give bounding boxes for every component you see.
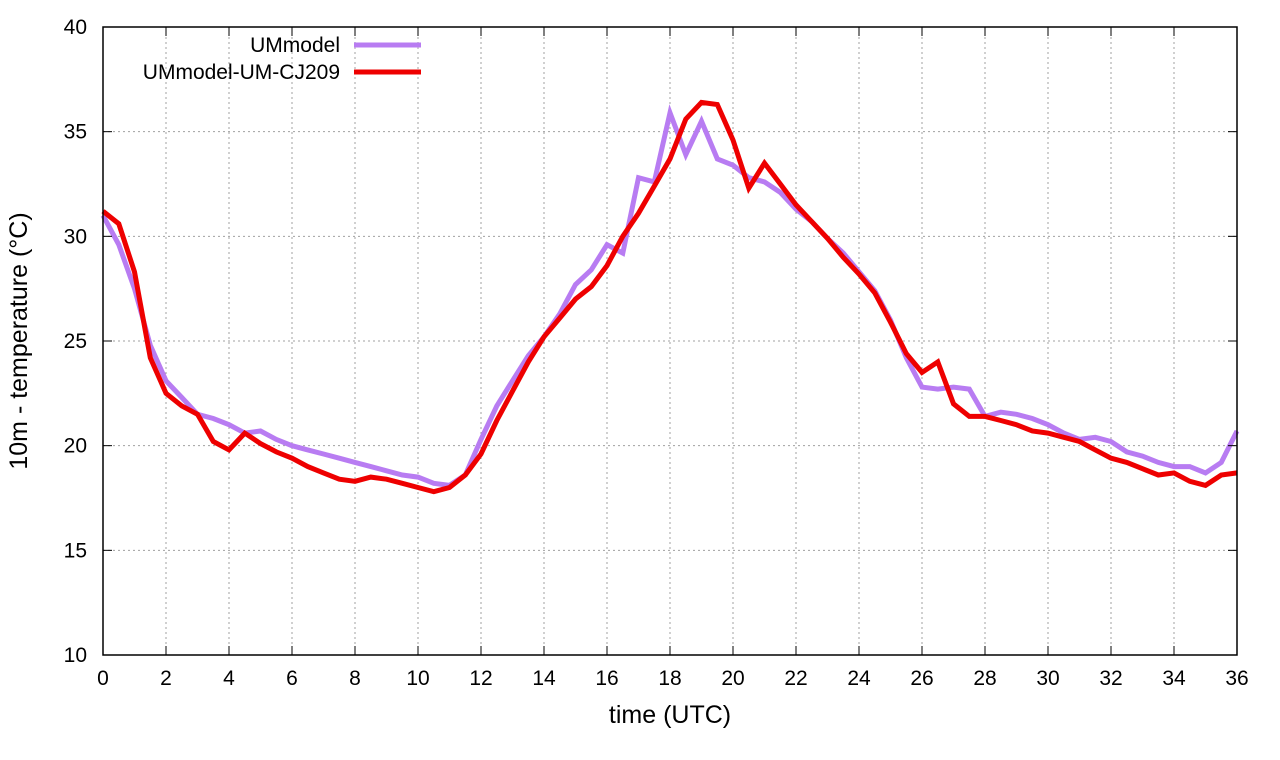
x-tick-label: 2 [160,667,172,690]
x-tick-label: 24 [847,667,871,690]
grid-lines [103,27,1237,655]
x-tick-label: 12 [469,667,492,690]
x-tick-label: 4 [223,667,235,690]
x-tick-label: 16 [595,667,618,690]
y-tick-label: 15 [64,539,87,562]
series-line-ummodel [100,104,1240,489]
y-tick-label: 20 [64,435,87,458]
series-line-ummodel-um-cj209 [101,99,1238,495]
y-tick-label: 35 [64,121,87,144]
x-tick-label: 0 [97,667,109,690]
y-tick-label: 10 [64,644,87,667]
x-tick-label: 10 [406,667,429,690]
series-lines [100,99,1240,495]
x-tick-label: 36 [1225,667,1248,690]
x-tick-label: 18 [658,667,681,690]
y-tick-label: 30 [64,225,87,248]
y-tick-label: 25 [64,330,87,353]
axis-ticks: 0 2 4 6 8 10 12 14 16 18 20 22 24 26 28 30 32 34 361015202… [64,16,1249,690]
x-tick-label: 14 [532,667,556,690]
legend-label: UMmodel [250,34,340,57]
x-tick-label: 20 [721,667,744,690]
x-tick-label: 8 [349,667,361,690]
x-tick-label: 22 [784,667,807,690]
legend-label: UMmodel-UM-CJ209 [143,61,340,84]
legend: UMmodel UMmodel-UM-CJ209 [143,34,421,84]
x-axis-label: time (UTC) [609,701,731,729]
plot-frame [102,26,1238,656]
x-tick-label: 28 [973,667,996,690]
y-axis-label: 10m - temperature (°C) [5,212,33,469]
x-tick-label: 34 [1162,667,1186,690]
x-tick-label: 30 [1036,667,1059,690]
y-tick-label: 40 [64,16,87,39]
x-tick-label: 32 [1099,667,1122,690]
x-tick-label: 26 [910,667,933,690]
x-tick-label: 6 [286,667,298,690]
